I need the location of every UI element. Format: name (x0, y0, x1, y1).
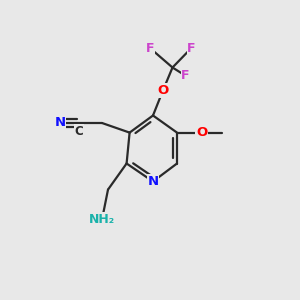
Text: NH₂: NH₂ (89, 213, 115, 226)
Text: N: N (54, 116, 66, 130)
Text: F: F (181, 69, 190, 82)
Text: O: O (196, 126, 207, 139)
Text: C: C (74, 125, 83, 138)
Text: F: F (187, 41, 196, 55)
Text: F: F (146, 42, 155, 55)
Text: O: O (157, 84, 169, 97)
Text: N: N (147, 175, 159, 188)
